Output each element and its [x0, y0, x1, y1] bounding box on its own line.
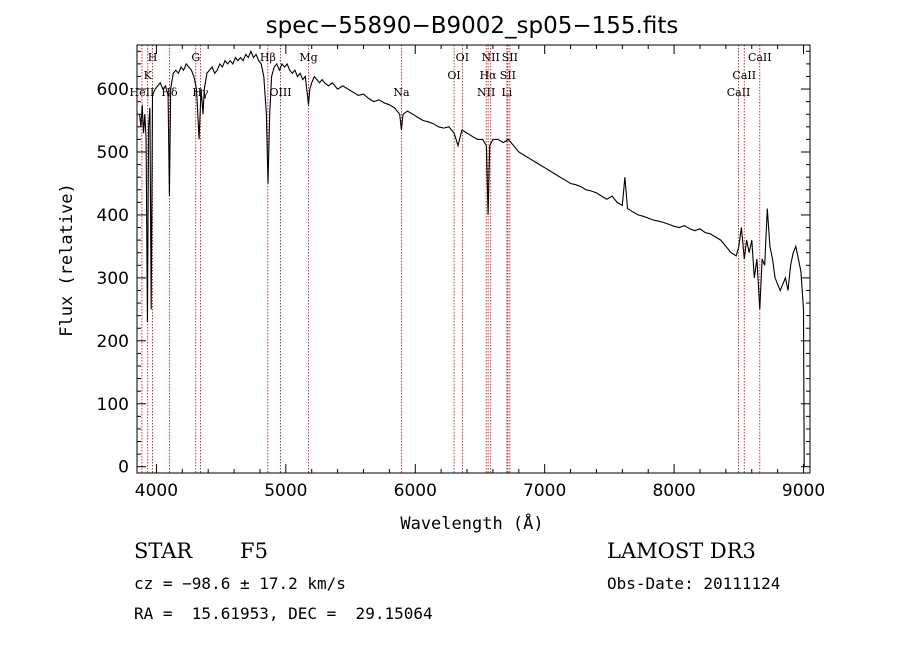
line-label: NII	[477, 86, 495, 99]
line-label: K	[144, 69, 153, 82]
spectrum-line	[139, 49, 805, 467]
x-tick-label: 8000	[652, 481, 695, 501]
y-tick-label: 400	[97, 206, 129, 226]
y-tick-label: 300	[97, 269, 129, 289]
line-label: Mg	[299, 51, 317, 64]
line-label: CaII	[748, 51, 772, 64]
plot-frame	[136, 44, 811, 474]
chart-title: spec−55890−B9002_sp05−155.fits	[266, 13, 679, 39]
line-label: Hα	[480, 69, 498, 82]
line-label: CaII	[732, 69, 756, 82]
line-label: Hδ	[161, 86, 178, 99]
y-tick-label: 200	[97, 332, 129, 352]
y-axis-label: Flux (relative)	[57, 183, 77, 337]
line-label: SII	[502, 51, 518, 64]
y-tick-label: 100	[97, 395, 129, 415]
line-label: H	[148, 51, 158, 64]
line-label: SII	[500, 69, 516, 82]
redshift-value: cz = −98.6 ± 17.2 km/s	[134, 574, 346, 593]
line-label: OI	[447, 69, 460, 82]
obs-date: Obs-Date: 20111124	[607, 574, 781, 593]
coordinates: RA = 15.61953, DEC = 29.15064	[134, 604, 433, 623]
survey-name: LAMOST DR3	[607, 539, 756, 563]
line-label: Li	[501, 86, 512, 99]
x-tick-label: 4000	[135, 481, 178, 501]
y-tick-label: 600	[97, 80, 129, 100]
x-tick-label: 6000	[394, 481, 437, 501]
object-class: STAR	[134, 539, 193, 563]
axis-ticks: 4000 5000 6000 7000 8000 9000 0 100 200 300 400 500…	[97, 45, 825, 501]
y-tick-label: 500	[97, 143, 129, 163]
line-label: Hβ	[260, 51, 276, 64]
line-label: NII	[482, 51, 500, 64]
line-label: HeII	[130, 86, 155, 99]
object-subclass: F5	[240, 539, 268, 563]
line-label: Na	[393, 86, 410, 99]
y-tick-label: 0	[118, 458, 129, 478]
line-label: OIII	[269, 86, 291, 99]
x-axis-label: Wavelength (Å)	[400, 512, 543, 534]
line-label: OI	[456, 51, 469, 64]
x-tick-label: 9000	[782, 481, 825, 501]
line-label: CaII	[727, 86, 751, 99]
x-tick-label: 5000	[264, 481, 307, 501]
x-tick-label: 7000	[523, 481, 566, 501]
line-label: G	[191, 51, 200, 64]
